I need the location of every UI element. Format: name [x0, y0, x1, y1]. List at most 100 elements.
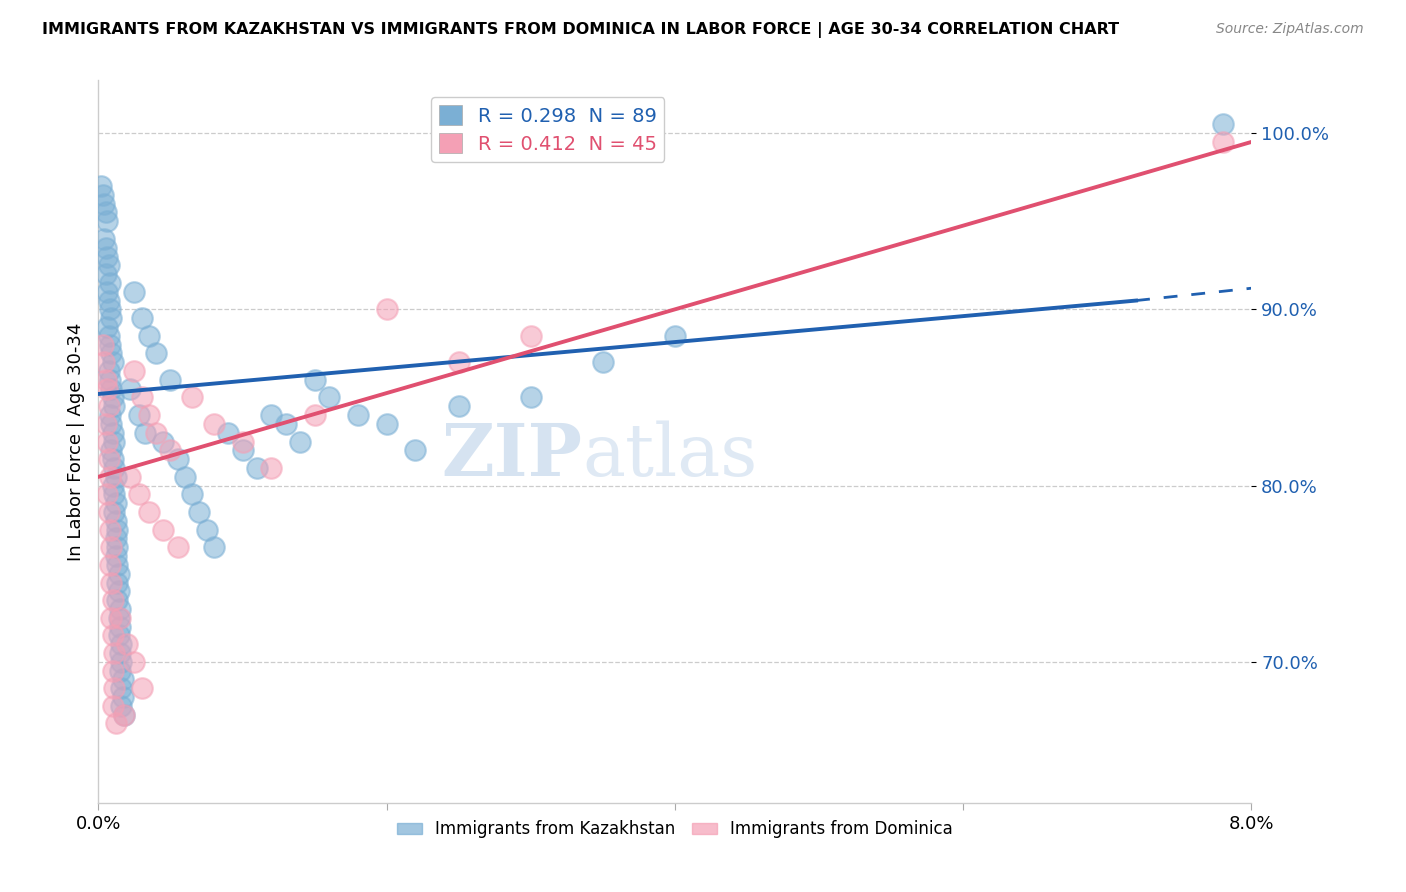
Point [260, 408, 283, 422]
Point [101, 478, 124, 492]
Point [107, 584, 129, 599]
Point [124, 655, 146, 669]
Point [159, 443, 181, 458]
Point [202, 541, 225, 555]
Point [98, 276, 121, 290]
Point [100, 417, 122, 431]
Point [108, 646, 131, 660]
Point [94, 373, 117, 387]
Point [105, 593, 128, 607]
Point [97, 364, 120, 378]
Point [111, 690, 134, 704]
Point [347, 408, 370, 422]
Point [107, 566, 129, 581]
Point [138, 505, 160, 519]
Point [181, 487, 204, 501]
Point [101, 425, 124, 440]
Point [104, 532, 127, 546]
Point [103, 505, 125, 519]
Point [138, 328, 160, 343]
Point [105, 523, 128, 537]
Point [105, 541, 128, 555]
Point [1212, 117, 1234, 131]
Point [110, 681, 132, 696]
Point [94, 205, 117, 219]
Point [96, 487, 118, 501]
Point [166, 541, 188, 555]
Point [96, 285, 118, 299]
Point [104, 549, 127, 563]
Point [592, 355, 614, 369]
Point [98, 408, 121, 422]
Text: Source: ZipAtlas.com: Source: ZipAtlas.com [1216, 22, 1364, 37]
Point [97, 399, 120, 413]
Point [100, 443, 122, 458]
Point [108, 602, 131, 616]
Point [111, 673, 134, 687]
Point [231, 443, 254, 458]
Point [97, 328, 120, 343]
Point [290, 434, 312, 449]
Point [103, 646, 125, 660]
Point [447, 399, 470, 413]
Point [152, 523, 174, 537]
Point [124, 364, 146, 378]
Point [145, 346, 167, 360]
Point [98, 373, 121, 387]
Point [93, 355, 115, 369]
Point [94, 417, 117, 431]
Point [375, 302, 398, 317]
Point [304, 408, 326, 422]
Point [103, 399, 125, 413]
Y-axis label: In Labor Force | Age 30-34: In Labor Force | Age 30-34 [66, 322, 84, 561]
Point [100, 346, 122, 360]
Point [103, 681, 125, 696]
Legend: Immigrants from Kazakhstan, Immigrants from Dominica: Immigrants from Kazakhstan, Immigrants f… [389, 814, 960, 845]
Point [97, 293, 120, 308]
Point [110, 655, 132, 669]
Point [124, 285, 146, 299]
Point [103, 434, 125, 449]
Point [134, 425, 156, 440]
Point [101, 698, 124, 713]
Point [94, 241, 117, 255]
Point [131, 681, 153, 696]
Point [195, 523, 218, 537]
Point [98, 302, 121, 317]
Point [231, 434, 254, 449]
Point [108, 664, 131, 678]
Point [91, 187, 114, 202]
Point [107, 628, 129, 642]
Point [101, 593, 124, 607]
Point [108, 619, 131, 633]
Point [131, 311, 153, 326]
Point [101, 452, 124, 467]
Point [100, 611, 122, 625]
Point [128, 487, 150, 501]
Text: ZIP: ZIP [441, 420, 582, 491]
Point [104, 716, 127, 731]
Point [117, 637, 139, 651]
Point [97, 505, 120, 519]
Point [101, 628, 124, 642]
Point [93, 196, 115, 211]
Point [174, 470, 197, 484]
Point [202, 417, 225, 431]
Point [375, 417, 398, 431]
Point [97, 452, 120, 467]
Point [98, 523, 121, 537]
Point [104, 496, 127, 510]
Point [103, 461, 125, 475]
Text: atlas: atlas [582, 421, 758, 491]
Point [96, 250, 118, 264]
Point [131, 391, 153, 405]
Point [246, 461, 269, 475]
Point [96, 434, 118, 449]
Point [520, 391, 543, 405]
Point [90, 179, 112, 194]
Point [217, 425, 239, 440]
Point [112, 707, 135, 722]
Point [274, 417, 297, 431]
Point [166, 452, 188, 467]
Point [405, 443, 427, 458]
